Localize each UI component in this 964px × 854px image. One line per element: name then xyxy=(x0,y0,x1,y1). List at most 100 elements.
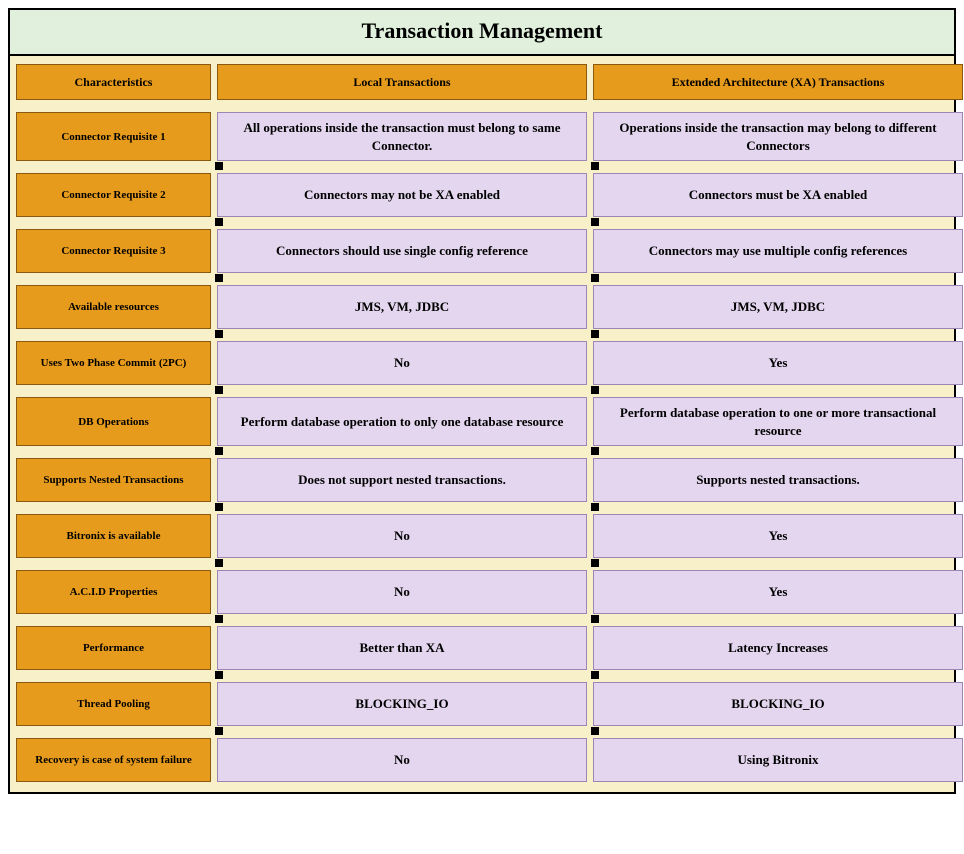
cell-xa: Perform database operation to one or mor… xyxy=(593,397,963,446)
column-header-xa: Extended Architecture (XA) Transactions xyxy=(593,64,963,100)
cell-value-text: Connectors may not be XA enabled xyxy=(304,186,500,204)
cell-value-text: No xyxy=(394,354,410,372)
row-label-text: Uses Two Phase Commit (2PC) xyxy=(41,357,187,369)
cell-xa: JMS, VM, JDBC xyxy=(593,285,963,329)
row-label-text: A.C.I.D Properties xyxy=(70,586,158,598)
cell-value-text: BLOCKING_IO xyxy=(355,695,448,713)
cell-value-text: Connectors must be XA enabled xyxy=(689,186,867,204)
row-label-text: Available resources xyxy=(68,301,159,313)
cell-local: Connectors should use single config refe… xyxy=(217,229,587,273)
connector-dot xyxy=(591,386,599,394)
cell-value-text: No xyxy=(394,751,410,769)
cell-value-text: Using Bitronix xyxy=(737,751,818,769)
cell-xa: Using Bitronix xyxy=(593,738,963,782)
cell-value-text: Does not support nested transactions. xyxy=(298,471,506,489)
comparison-grid: Characteristics Local Transactions Exten… xyxy=(10,56,954,792)
connector-dot xyxy=(591,503,599,511)
row-label: Available resources xyxy=(16,285,211,329)
cell-value-text: Supports nested transactions. xyxy=(696,471,860,489)
row-label: Connector Requisite 3 xyxy=(16,229,211,273)
connector-dot xyxy=(591,727,599,735)
connector-dot xyxy=(215,447,223,455)
connector-dot xyxy=(591,218,599,226)
connector-dot xyxy=(215,615,223,623)
cell-value-text: Operations inside the transaction may be… xyxy=(602,119,954,154)
row-label: Thread Pooling xyxy=(16,682,211,726)
connector-dot xyxy=(215,559,223,567)
row-label-text: Recovery is case of system failure xyxy=(35,754,192,766)
connector-dot xyxy=(215,386,223,394)
cell-xa: Yes xyxy=(593,570,963,614)
connector-dot xyxy=(215,162,223,170)
cell-local: No xyxy=(217,514,587,558)
cell-value-text: All operations inside the transaction mu… xyxy=(226,119,578,154)
row-label-text: DB Operations xyxy=(78,416,149,428)
cell-value-text: JMS, VM, JDBC xyxy=(731,298,825,316)
row-label: Bitronix is available xyxy=(16,514,211,558)
row-label-text: Supports Nested Transactions xyxy=(43,474,183,486)
cell-xa: Connectors must be XA enabled xyxy=(593,173,963,217)
cell-local: Better than XA xyxy=(217,626,587,670)
cell-local: No xyxy=(217,738,587,782)
cell-local: No xyxy=(217,341,587,385)
cell-xa: BLOCKING_IO xyxy=(593,682,963,726)
cell-value-text: Perform database operation to one or mor… xyxy=(602,404,954,439)
cell-value-text: Better than XA xyxy=(360,639,445,657)
cell-local: Perform database operation to only one d… xyxy=(217,397,587,446)
column-header-label: Local Transactions xyxy=(353,75,450,90)
connector-dot xyxy=(215,727,223,735)
row-label-text: Connector Requisite 2 xyxy=(61,189,165,201)
page-title: Transaction Management xyxy=(362,18,603,43)
connector-dot xyxy=(215,503,223,511)
cell-local: All operations inside the transaction mu… xyxy=(217,112,587,161)
cell-value-text: Perform database operation to only one d… xyxy=(241,413,564,431)
cell-value-text: Yes xyxy=(769,354,788,372)
cell-xa: Operations inside the transaction may be… xyxy=(593,112,963,161)
connector-dot xyxy=(591,330,599,338)
row-label-text: Performance xyxy=(83,642,144,654)
cell-local: BLOCKING_IO xyxy=(217,682,587,726)
cell-value-text: Yes xyxy=(769,527,788,545)
connector-dot xyxy=(215,274,223,282)
cell-xa: Latency Increases xyxy=(593,626,963,670)
cell-value-text: Connectors may use multiple config refer… xyxy=(649,242,907,260)
connector-dot xyxy=(591,671,599,679)
row-label: Connector Requisite 1 xyxy=(16,112,211,161)
cell-local: JMS, VM, JDBC xyxy=(217,285,587,329)
row-label: DB Operations xyxy=(16,397,211,446)
cell-local: Connectors may not be XA enabled xyxy=(217,173,587,217)
cell-value-text: Yes xyxy=(769,583,788,601)
column-header-local: Local Transactions xyxy=(217,64,587,100)
title-bar: Transaction Management xyxy=(10,10,954,56)
cell-value-text: JMS, VM, JDBC xyxy=(355,298,449,316)
row-label-text: Bitronix is available xyxy=(67,530,161,542)
row-label: A.C.I.D Properties xyxy=(16,570,211,614)
connector-dot xyxy=(591,615,599,623)
row-label: Performance xyxy=(16,626,211,670)
column-header-label: Characteristics xyxy=(75,75,153,90)
row-label: Recovery is case of system failure xyxy=(16,738,211,782)
cell-xa: Yes xyxy=(593,341,963,385)
cell-value-text: BLOCKING_IO xyxy=(731,695,824,713)
row-label: Connector Requisite 2 xyxy=(16,173,211,217)
cell-local: Does not support nested transactions. xyxy=(217,458,587,502)
cell-value-text: Connectors should use single config refe… xyxy=(276,242,528,260)
cell-xa: Supports nested transactions. xyxy=(593,458,963,502)
cell-value-text: No xyxy=(394,583,410,601)
cell-local: No xyxy=(217,570,587,614)
cell-xa: Connectors may use multiple config refer… xyxy=(593,229,963,273)
cell-value-text: No xyxy=(394,527,410,545)
connector-dot xyxy=(215,218,223,226)
row-label-text: Thread Pooling xyxy=(77,698,150,710)
column-header-characteristics: Characteristics xyxy=(16,64,211,100)
column-header-label: Extended Architecture (XA) Transactions xyxy=(672,75,885,90)
comparison-table-container: Transaction Management Characteristics L… xyxy=(8,8,956,794)
connector-dot xyxy=(591,274,599,282)
row-label: Supports Nested Transactions xyxy=(16,458,211,502)
connector-dot xyxy=(591,162,599,170)
connector-dot xyxy=(215,330,223,338)
row-label-text: Connector Requisite 1 xyxy=(61,131,165,143)
cell-xa: Yes xyxy=(593,514,963,558)
row-label-text: Connector Requisite 3 xyxy=(61,245,165,257)
cell-value-text: Latency Increases xyxy=(728,639,828,657)
